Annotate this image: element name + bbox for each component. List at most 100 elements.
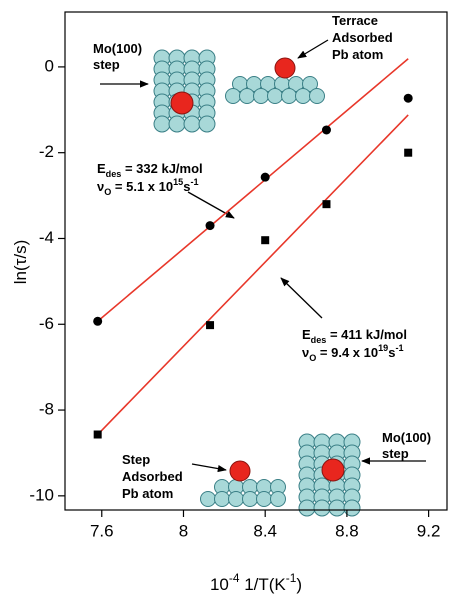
- mo-atom: [343, 499, 361, 517]
- mo-atom: [281, 88, 297, 104]
- data-point: [322, 200, 331, 209]
- data-point: [93, 430, 102, 439]
- text-part: E: [302, 327, 311, 342]
- x-axis-label: 10-4 1/T(K-1): [210, 571, 302, 594]
- mo-atom: [239, 88, 255, 104]
- y-tick-label: -4: [39, 228, 54, 247]
- annotation: Edes = 332 kJ/mol: [97, 161, 203, 179]
- text-part: = 332 kJ/mol: [121, 161, 202, 176]
- fit-line: [97, 114, 409, 436]
- text-part: des: [106, 169, 122, 179]
- annotation: Adsorbed: [122, 469, 183, 484]
- text-part: O: [104, 187, 111, 197]
- mo-atom: [253, 88, 269, 104]
- data-point: [261, 236, 270, 245]
- x-tick-label: 8.8: [335, 521, 359, 540]
- data-point: [403, 93, 413, 103]
- x-tick-label: 9.2: [417, 521, 441, 540]
- text-part: Terrace: [332, 13, 378, 28]
- arrows: [100, 39, 426, 473]
- annotation: Step: [122, 452, 150, 467]
- mo-atom: [214, 491, 230, 507]
- data-point: [206, 321, 215, 330]
- text-part: ν: [302, 345, 309, 360]
- text-part: E: [97, 161, 106, 176]
- text-part: -1: [286, 571, 297, 585]
- text-part: O: [309, 353, 316, 363]
- pb-atom: [170, 91, 194, 115]
- text-part: = 5.1 x 10: [111, 179, 173, 194]
- mo-atom: [313, 499, 331, 517]
- annotation: νO = 9.4 x 1019s-1: [302, 343, 404, 363]
- text-part: ν: [97, 179, 104, 194]
- pb-atom: [321, 458, 345, 482]
- mo-atom: [153, 115, 171, 133]
- text-part: des: [311, 335, 327, 345]
- atom-diagrams: [153, 49, 361, 517]
- text-part: 1/T(K: [239, 575, 286, 594]
- annotation: step: [93, 57, 120, 72]
- text-part: 10: [210, 575, 229, 594]
- annotation: Mo(100): [382, 430, 431, 445]
- text-part: = 411 kJ/mol: [326, 327, 407, 342]
- arrow: [297, 39, 329, 59]
- annotation: Pb atom: [332, 47, 383, 62]
- mo-atom: [228, 491, 244, 507]
- y-axis-label: ln(τ/s): [11, 240, 30, 285]
- y-tick-label: -6: [39, 314, 54, 333]
- annotation: Terrace: [332, 13, 378, 28]
- x-tick-label: 7.6: [90, 521, 114, 540]
- y-tick-label: -8: [39, 400, 54, 419]
- data-point: [404, 148, 413, 157]
- mo-atom: [309, 88, 325, 104]
- text-part: -4: [229, 571, 240, 585]
- text-part: Mo(100): [382, 430, 431, 445]
- data-point: [93, 316, 103, 326]
- text-part: Pb atom: [332, 47, 383, 62]
- text-part: = 9.4 x 10: [316, 345, 378, 360]
- annotation: Edes = 411 kJ/mol: [302, 327, 407, 345]
- data-point: [260, 172, 270, 182]
- mo-atom: [225, 88, 241, 104]
- arrow: [191, 463, 227, 473]
- x-tick-label: 8: [179, 521, 188, 540]
- plot-frame: [64, 11, 448, 511]
- text-part: step: [382, 446, 409, 461]
- text-part: 19: [378, 343, 388, 353]
- y-tick-label: -2: [39, 142, 54, 161]
- mo-atom: [267, 88, 283, 104]
- pb-atom: [229, 460, 251, 482]
- text-part: ln(τ/s): [11, 240, 30, 285]
- mo-atom: [270, 491, 286, 507]
- arrow: [187, 191, 235, 219]
- mo-atom: [200, 491, 216, 507]
- annotation: Mo(100): [93, 41, 142, 56]
- y-tick-label: 0: [45, 56, 54, 75]
- y-tick-label: -10: [29, 485, 54, 504]
- text-part: 15: [173, 177, 183, 187]
- mo-atom: [302, 76, 318, 92]
- x-tick-label: 8.4: [253, 521, 277, 540]
- mo-atom: [168, 115, 186, 133]
- mo-atom: [242, 491, 258, 507]
- pb-atom: [274, 57, 296, 79]
- data-point: [321, 125, 331, 135]
- data-point: [205, 221, 215, 231]
- text-part: s: [388, 345, 395, 360]
- annotation: Pb atom: [122, 486, 173, 501]
- text-part: s: [183, 179, 190, 194]
- text-part: Mo(100): [93, 41, 142, 56]
- mo-atom: [328, 499, 346, 517]
- text-part: Pb atom: [122, 486, 173, 501]
- mo-atom: [295, 88, 311, 104]
- annotation: νO = 5.1 x 1015s-1: [97, 177, 199, 197]
- annotation: Adsorbed: [332, 30, 393, 45]
- mo-atom: [256, 491, 272, 507]
- annotation: step: [382, 446, 409, 461]
- text-part: step: [93, 57, 120, 72]
- mo-atom: [198, 115, 216, 133]
- text-part: Adsorbed: [332, 30, 393, 45]
- text-part: Step: [122, 452, 150, 467]
- text-part: -1: [395, 343, 403, 353]
